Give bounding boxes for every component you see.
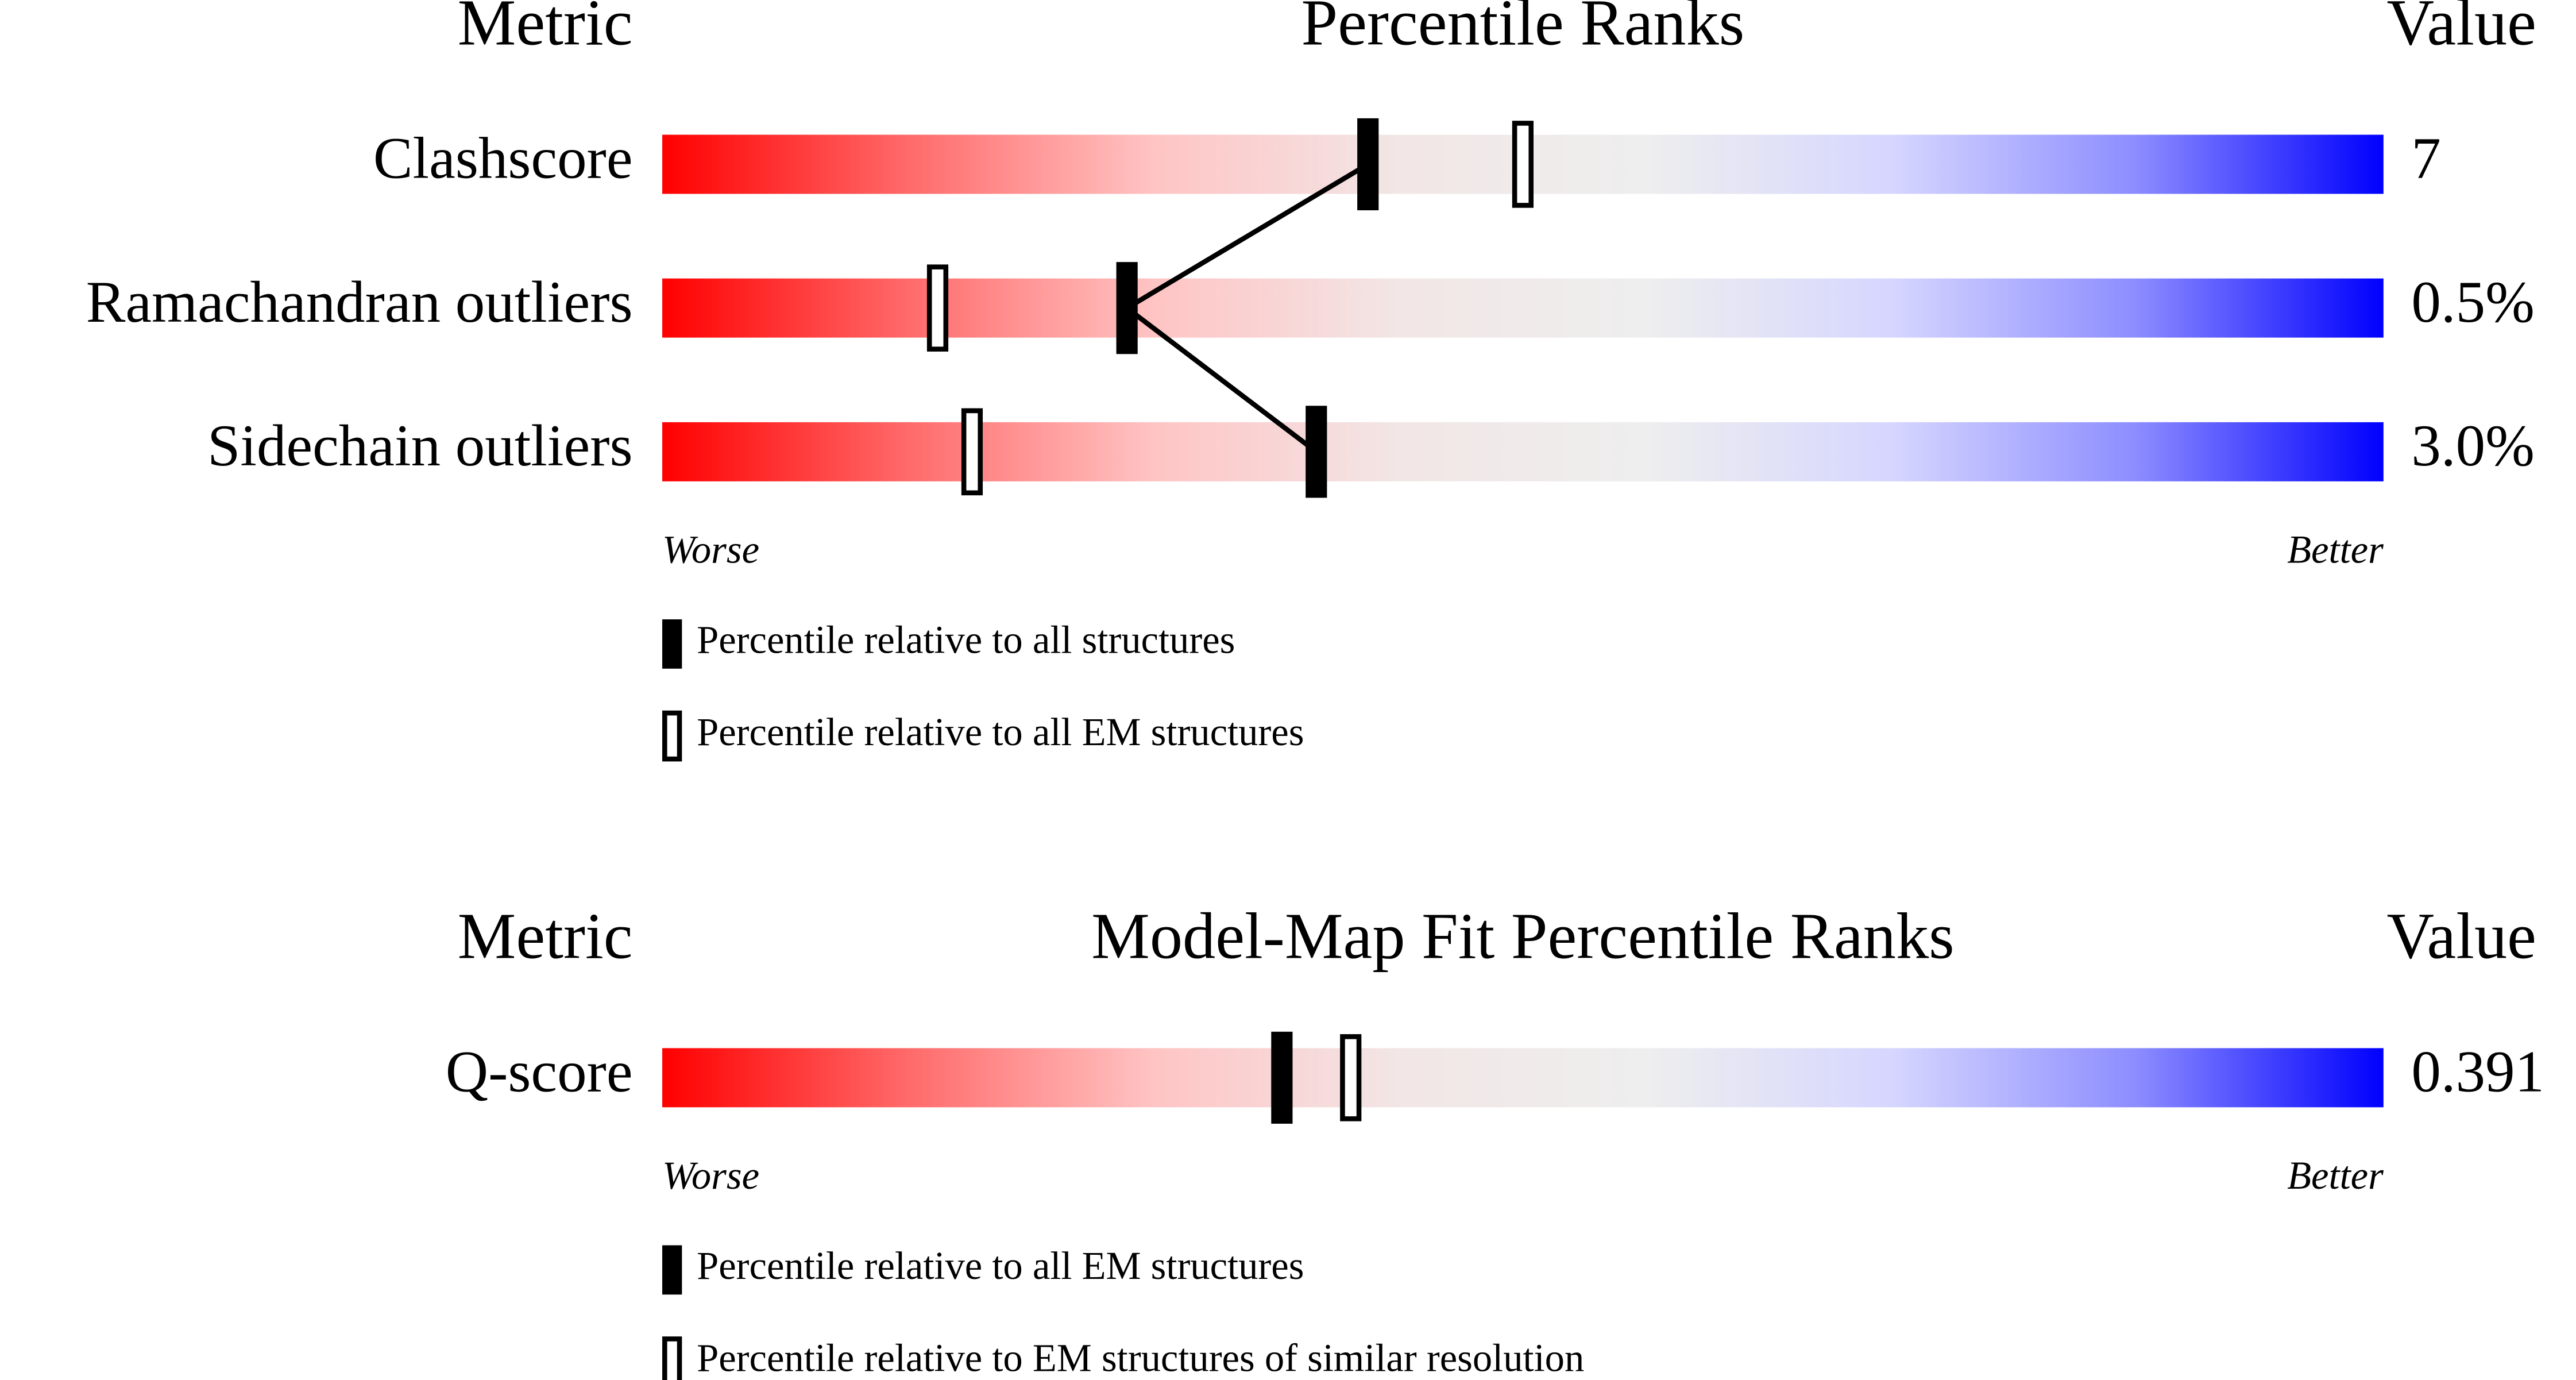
chart-title: Model-Map Fit Percentile Ranks (1091, 900, 1955, 973)
value-header: Value (2387, 900, 2536, 973)
percentile-marker (1271, 1031, 1293, 1124)
chart-title: Percentile Ranks (1301, 0, 1745, 59)
percentile-marker (1357, 118, 1379, 211)
legend-marker (662, 619, 682, 669)
metric-value: 0.391 (2411, 1039, 2544, 1104)
percentile-marker (1512, 121, 1534, 208)
worse-label: Worse (662, 1154, 759, 1197)
metric-header: Metric (458, 0, 633, 59)
metric-header: Metric (458, 900, 633, 973)
legend-marker (662, 710, 682, 762)
metric-label: Ramachandran outliers (86, 269, 633, 335)
metric-label: Q-score (446, 1039, 633, 1104)
legend-marker (662, 1245, 682, 1295)
worse-label: Worse (662, 527, 759, 571)
legend-marker (662, 1336, 682, 1380)
legend-label: Percentile relative to EM structures of … (697, 1336, 1584, 1379)
value-header: Value (2387, 0, 2536, 59)
metric-value: 0.5% (2411, 269, 2534, 335)
percentile-bar (662, 422, 2384, 481)
percentile-marker (1340, 1034, 1362, 1121)
legend-label: Percentile relative to all EM structures (697, 1244, 1304, 1288)
metric-label: Sidechain outliers (207, 413, 632, 479)
percentile-marker (961, 408, 983, 496)
percentile-bar (662, 1048, 2384, 1108)
metric-value: 7 (2411, 126, 2440, 191)
legend-label: Percentile relative to all EM structures (697, 710, 1304, 754)
metric-label: Clashscore (373, 126, 633, 191)
percentile-marker (1306, 406, 1327, 498)
better-label: Better (2287, 527, 2384, 571)
percentile-marker (926, 264, 949, 352)
metric-value: 3.0% (2411, 413, 2534, 479)
percentile-bar (662, 278, 2384, 338)
better-label: Better (2287, 1154, 2384, 1197)
legend-label: Percentile relative to all structures (697, 618, 1235, 662)
percentile-marker (1116, 262, 1138, 354)
